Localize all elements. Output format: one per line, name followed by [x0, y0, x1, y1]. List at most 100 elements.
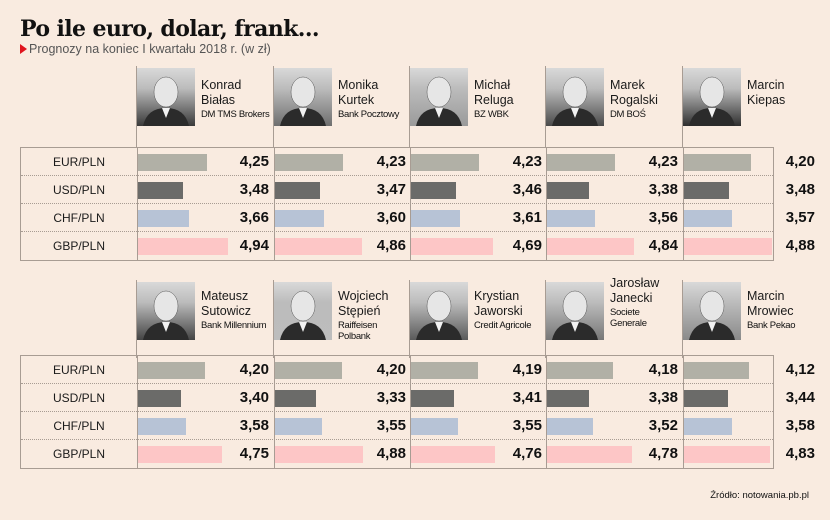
forecast-value: 3,48: [785, 181, 815, 198]
forecast-cell: 3,66: [137, 204, 273, 232]
forecast-value: 4,19: [512, 361, 542, 378]
currency-pair-label: EUR/PLN: [52, 363, 105, 377]
forecast-value: 3,58: [239, 417, 269, 434]
forecast-cell: 4,23: [274, 148, 410, 176]
forecast-cell: 4,78: [546, 440, 682, 468]
bar-chf-pln: [138, 210, 189, 227]
currency-pair-label: GBP/PLN: [52, 447, 106, 461]
analyst-photo: [546, 282, 604, 340]
bar-gbp-pln: [684, 446, 770, 463]
forecast-value: 3,40: [239, 389, 269, 406]
forecast-value: 4,84: [648, 237, 678, 254]
table-column-line: [274, 148, 275, 260]
analyst-photo: [683, 282, 741, 340]
bar-gbp-pln: [138, 238, 228, 255]
bar-chf-pln: [684, 210, 732, 227]
forecast-cell: 4,19: [410, 356, 546, 384]
forecast-value: 4,88: [376, 445, 406, 462]
forecast-cell: 4,23: [410, 148, 546, 176]
analyst-institution: BZ WBK: [474, 109, 509, 120]
forecast-value: 4,86: [376, 237, 406, 254]
forecast-value: 3,48: [239, 181, 269, 198]
analyst-photo: [274, 68, 332, 126]
bar-chf-pln: [275, 418, 322, 435]
table-column-line: [410, 148, 411, 260]
analyst-first-name: Konrad: [201, 78, 242, 92]
bar-gbp-pln: [275, 446, 363, 463]
forecast-value: 3,38: [648, 181, 678, 198]
analyst-card: Jarosław Janecki Societe Generale: [545, 274, 681, 364]
table-column-line: [410, 356, 411, 468]
analyst-first-name: Marcin: [747, 78, 785, 92]
analyst-photo: [546, 68, 604, 126]
bar-eur-pln: [547, 362, 613, 379]
forecast-cell: 3,40: [137, 384, 273, 412]
analyst-institution: Credit Agricole: [474, 320, 532, 331]
bar-gbp-pln: [275, 238, 362, 255]
bar-usd-pln: [684, 390, 728, 407]
forecast-value: 3,58: [785, 417, 815, 434]
analyst-first-name: Michał: [474, 78, 511, 92]
analyst-institution: Bank Pekao: [747, 320, 796, 331]
forecast-cell: 4,69: [410, 232, 546, 260]
forecast-value: 3,46: [512, 181, 542, 198]
analyst-last-name: Jaworski: [474, 304, 523, 318]
bar-gbp-pln: [138, 446, 222, 463]
analyst-last-name: Rogalski: [610, 93, 658, 107]
forecast-cell: 3,41: [410, 384, 546, 412]
forecast-value: 4,75: [239, 445, 269, 462]
bar-chf-pln: [547, 210, 595, 227]
analyst-card: Mateusz Sutowicz Bank Millennium: [136, 274, 272, 364]
analyst-last-name: Białas: [201, 93, 236, 107]
forecast-cell: 3,46: [410, 176, 546, 204]
bar-usd-pln: [275, 182, 320, 199]
bar-eur-pln: [411, 154, 479, 171]
analyst-first-name: Monika: [338, 78, 379, 92]
forecast-value: 4,20: [376, 361, 406, 378]
bar-chf-pln: [684, 418, 732, 435]
forecast-value: 3,60: [376, 209, 406, 226]
analyst-last-name: Stępień: [338, 304, 381, 318]
forecast-block: Mateusz Sutowicz Bank Millennium Wojciech St…: [0, 274, 830, 474]
bar-eur-pln: [547, 154, 615, 171]
bar-usd-pln: [411, 390, 454, 407]
bar-eur-pln: [138, 362, 205, 379]
analyst-photo: [410, 282, 468, 340]
table-column-line: [546, 148, 547, 260]
forecast-value: 4,69: [512, 237, 542, 254]
analyst-last-name: Janecki: [610, 291, 653, 305]
subtitle-text: Prognozy na koniec I kwartału 2018 r. (w…: [29, 42, 271, 56]
forecast-cell: 3,33: [274, 384, 410, 412]
bar-usd-pln: [275, 390, 316, 407]
forecast-value: 4,76: [512, 445, 542, 462]
table-row: CHF/PLN 3,58 3,55 3,55 3,52 3,58: [21, 411, 815, 440]
chart-subtitle: Prognozy na koniec I kwartału 2018 r. (w…: [20, 42, 271, 56]
column-divider: [682, 66, 683, 148]
analyst-card: Krystian Jaworski Credit Agricole: [409, 274, 545, 364]
analyst-photo: [410, 68, 468, 126]
column-divider: [136, 280, 137, 358]
analyst-institution: DM TMS Brokers: [201, 109, 270, 120]
table-column-line: [274, 356, 275, 468]
forecast-cell: 4,20: [683, 148, 819, 176]
forecast-value: 3,44: [785, 389, 815, 406]
table-row: USD/PLN 3,48 3,47 3,46 3,38 3,48: [21, 175, 815, 204]
table-row: CHF/PLN 3,66 3,60 3,61 3,56 3,57: [21, 203, 815, 232]
forecast-cell: 4,75: [137, 440, 273, 468]
forecast-table: EUR/PLN 4,20 4,20 4,19 4,18 4,12 USD/PLN 3,40 3,…: [20, 355, 815, 469]
analyst-first-name: Mateusz: [201, 289, 249, 303]
analyst-last-name: Mrowiec: [747, 304, 794, 318]
forecast-value: 3,56: [648, 209, 678, 226]
forecast-value: 4,23: [512, 153, 542, 170]
table-column-line: [546, 356, 547, 468]
forecast-value: 4,88: [785, 237, 815, 254]
bar-usd-pln: [547, 182, 589, 199]
forecast-value: 4,78: [648, 445, 678, 462]
currency-pair-label: EUR/PLN: [52, 155, 105, 169]
column-divider: [409, 66, 410, 148]
table-row: EUR/PLN 4,20 4,20 4,19 4,18 4,12: [21, 356, 815, 384]
table-column-line: [683, 148, 684, 260]
analyst-institution: Bank Millennium: [201, 320, 267, 331]
analyst-photo: [137, 68, 195, 126]
bar-usd-pln: [684, 182, 729, 199]
